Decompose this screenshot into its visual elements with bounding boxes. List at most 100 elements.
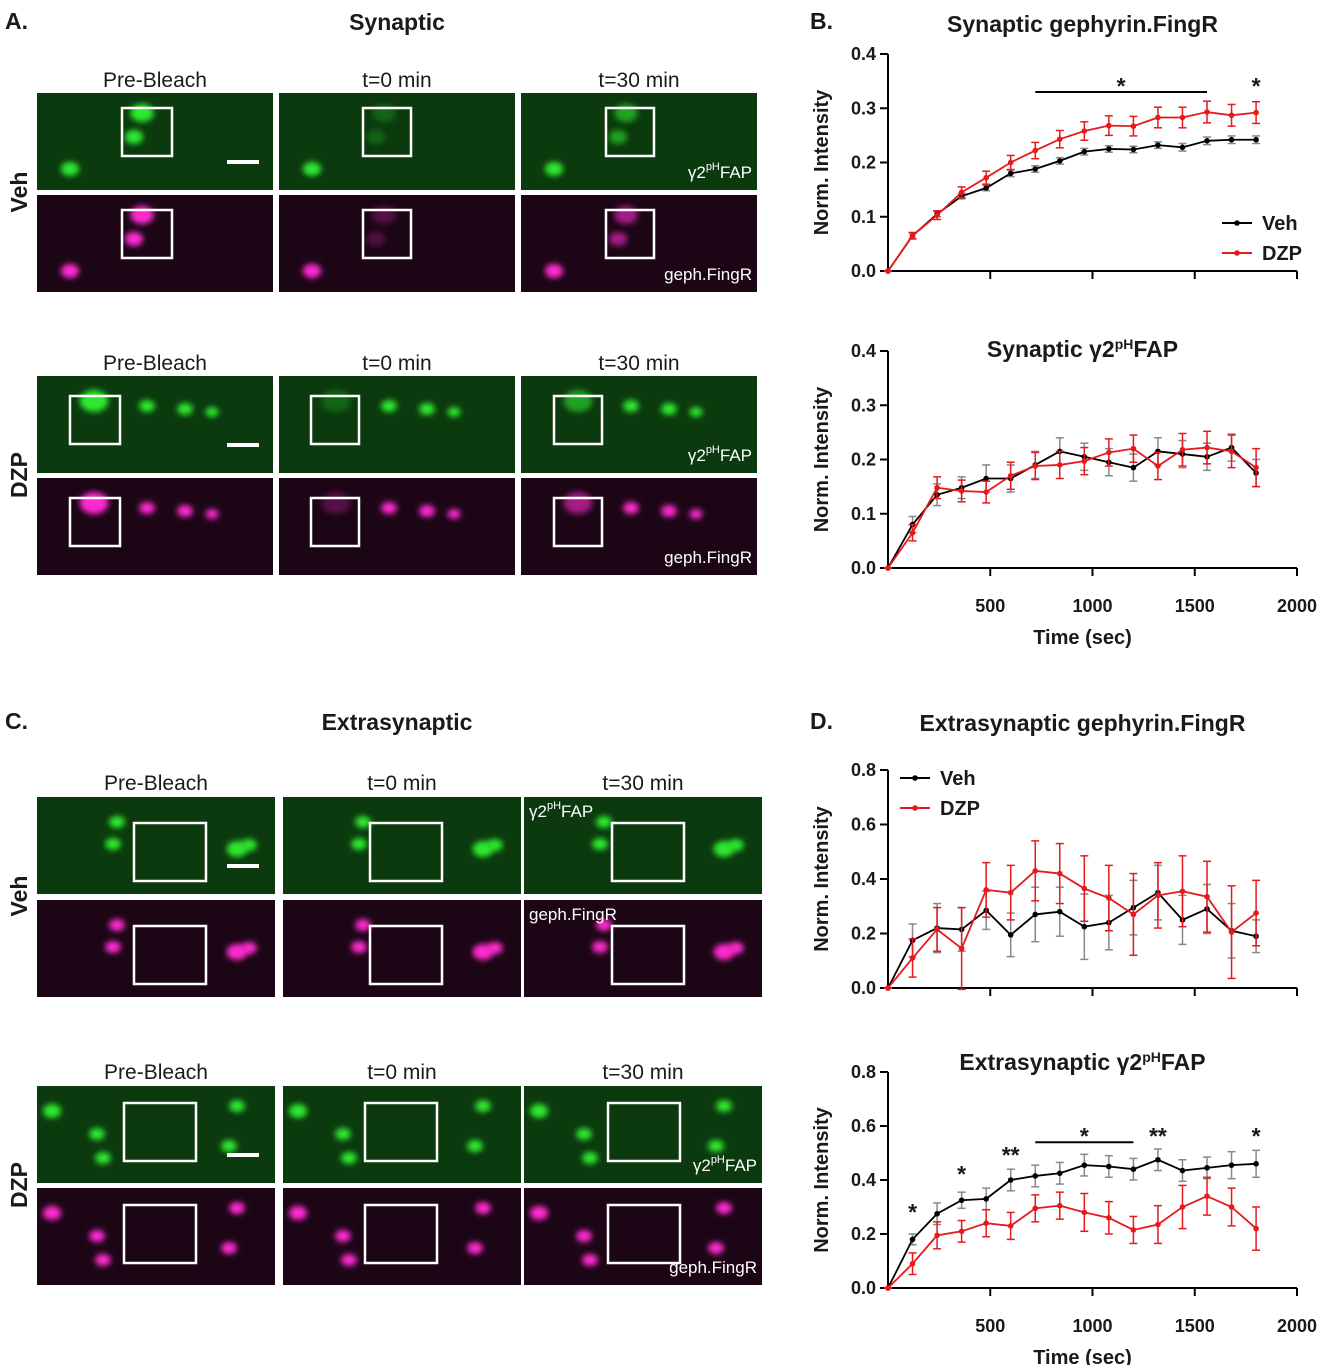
y-tick-label: 0.8 (851, 760, 876, 780)
roi-box (122, 1101, 198, 1163)
series-line (887, 111, 1257, 272)
significance-star: * (1117, 73, 1126, 99)
data-point (1155, 892, 1161, 899)
y-tick-label: 0.0 (851, 978, 876, 998)
data-point (1056, 1202, 1063, 1209)
data-point (983, 1220, 989, 1226)
channel-label: γ2pHFAP (688, 161, 752, 182)
roi-box (363, 1203, 439, 1265)
data-point (1032, 463, 1039, 469)
puncta (355, 919, 371, 931)
data-point (1130, 464, 1137, 471)
roi-box (368, 821, 444, 883)
column-label: Pre-Bleach (104, 1061, 208, 1084)
section-title: Synaptic (349, 9, 445, 35)
data-point (1007, 1177, 1014, 1183)
data-point (909, 1260, 916, 1267)
significance-star: ** (1002, 1142, 1020, 1168)
y-tick-label: 0.3 (851, 98, 876, 118)
data-point (1155, 1156, 1161, 1163)
row-label: Veh (6, 876, 32, 917)
data-point (1056, 136, 1063, 142)
channel-label-part: pH (706, 161, 720, 173)
data-point (1130, 123, 1137, 129)
legend-swatch-dot (1234, 250, 1240, 256)
column-label: t=30 min (598, 69, 679, 92)
channel-label-part: FAP (720, 446, 752, 465)
puncta (124, 130, 144, 144)
data-point (1179, 446, 1186, 453)
data-point (909, 955, 916, 961)
data-point (1081, 1162, 1088, 1168)
puncta (205, 407, 219, 417)
micrograph (279, 376, 515, 473)
puncta (130, 206, 154, 224)
section-title: Extrasynaptic (322, 709, 473, 735)
channel-label-part: pH (706, 444, 720, 456)
data-point (1253, 1161, 1259, 1167)
data-point (983, 174, 989, 181)
puncta (419, 505, 435, 517)
legend-swatch-dot (1234, 220, 1240, 226)
data-point (958, 1228, 965, 1235)
data-point (1106, 895, 1112, 901)
data-point (909, 1236, 916, 1243)
roi-box (132, 924, 208, 986)
roi-box (604, 106, 656, 158)
chart-title-part: FAP (1133, 336, 1178, 362)
roi-box (363, 1101, 439, 1163)
puncta (177, 505, 193, 517)
puncta (592, 941, 608, 953)
data-point (1032, 166, 1039, 172)
chart-title: Extrasynaptic γ2pHFAP (959, 1049, 1205, 1075)
roi-box (361, 208, 413, 260)
legend-label: Veh (1262, 213, 1298, 235)
y-tick-label: 0.4 (851, 341, 876, 361)
y-tick-label: 0.6 (851, 815, 876, 835)
series-line (887, 891, 1257, 989)
puncta (582, 1254, 598, 1266)
puncta (89, 1128, 105, 1140)
data-point (1032, 1205, 1039, 1212)
x-tick-label: 1000 (1072, 1316, 1112, 1336)
row-label: DZP (6, 1162, 32, 1208)
puncta (596, 816, 612, 828)
puncta (351, 941, 367, 953)
puncta (42, 1206, 62, 1220)
data-point (885, 565, 891, 571)
puncta (419, 403, 435, 415)
row-label: Veh (6, 172, 32, 213)
puncta (351, 838, 367, 850)
puncta (229, 1100, 245, 1112)
channel-label-part: γ2 (688, 163, 706, 182)
puncta (576, 1230, 592, 1242)
data-point (885, 985, 891, 991)
roi-box (120, 208, 174, 260)
row-label: DZP (6, 452, 32, 498)
puncta (335, 1128, 351, 1140)
chart-title-part: Extrasynaptic γ2 (959, 1049, 1142, 1075)
roi-box (610, 821, 686, 883)
legend-swatch-dot (912, 805, 918, 811)
data-point (958, 189, 965, 196)
data-point (1179, 1167, 1186, 1174)
significance-star: * (908, 1199, 917, 1225)
data-point (983, 185, 989, 191)
column-label: t=0 min (367, 772, 436, 795)
puncta (576, 1128, 592, 1140)
micrograph (521, 478, 757, 575)
data-point (1204, 109, 1210, 115)
roi-box (120, 106, 174, 158)
data-point (909, 529, 916, 536)
roi-box (122, 1203, 198, 1265)
y-tick-label: 0.4 (851, 1170, 876, 1190)
chart-title: Extrasynaptic gephyrin.FingR (920, 710, 1246, 736)
data-point (1007, 472, 1014, 479)
puncta (205, 509, 219, 519)
series-line (887, 869, 1257, 989)
micrograph (521, 376, 757, 473)
y-tick-label: 0.2 (851, 924, 876, 944)
puncta (608, 232, 628, 246)
data-point (1204, 444, 1210, 451)
